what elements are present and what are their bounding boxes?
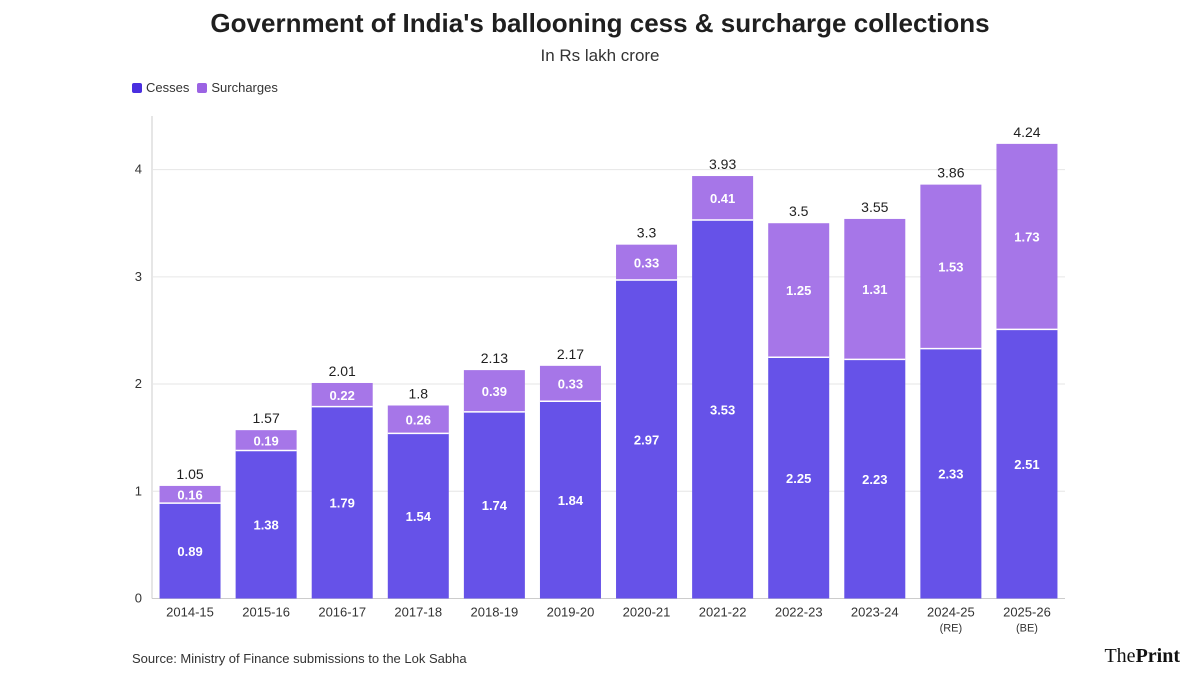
x-tick-label: 2017-18 (394, 605, 442, 620)
y-tick-label: 3 (135, 269, 142, 284)
bar-cesses (692, 220, 754, 599)
data-label-surcharges: 0.41 (710, 191, 735, 206)
legend-swatch-cesses (132, 82, 142, 93)
x-tick-label: 2018-19 (471, 605, 519, 620)
data-label-total: 1.57 (253, 410, 280, 426)
bar-surcharges (616, 244, 678, 281)
bar-cesses (616, 280, 678, 599)
data-label-surcharges: 0.19 (253, 433, 278, 448)
data-label-cesses: 2.97 (634, 432, 659, 447)
x-tick-label: 2022-23 (775, 605, 823, 620)
data-label-cesses: 1.54 (406, 509, 432, 524)
data-label-surcharges: 1.53 (938, 260, 963, 275)
x-tick-label: 2020-21 (623, 605, 671, 620)
y-tick-label: 1 (135, 483, 142, 498)
chart-title: Government of India's ballooning cess & … (210, 8, 990, 38)
bar-cesses (463, 411, 525, 599)
x-tick-label: 2015-16 (242, 605, 290, 620)
bar-surcharges (235, 430, 297, 451)
x-tick-label: 2025-26 (1003, 605, 1051, 620)
source-note: Source: Ministry of Finance submissions … (132, 651, 467, 666)
data-label-surcharges: 0.33 (558, 377, 583, 392)
bar-cesses (387, 433, 449, 599)
data-label-cesses: 2.33 (938, 467, 963, 482)
bar-surcharges (996, 143, 1058, 330)
data-label-cesses: 1.38 (253, 518, 278, 533)
data-label-total: 3.5 (789, 203, 809, 219)
y-tick-label: 4 (135, 162, 142, 177)
x-tick-label: 2024-25 (927, 605, 975, 620)
x-tick-sublabel: (BE) (1016, 623, 1038, 635)
data-label-cesses: 0.89 (177, 544, 202, 559)
x-tick-label: 2023-24 (851, 605, 899, 620)
bar-surcharges (844, 218, 906, 360)
bar-cesses (539, 401, 601, 599)
bar-cesses (159, 503, 221, 599)
data-label-total: 2.01 (329, 363, 356, 379)
legend-item-cesses: Cesses (132, 80, 189, 95)
bar-cesses (235, 450, 297, 599)
data-label-cesses: 1.84 (558, 493, 584, 508)
x-tick-label: 2021-22 (699, 605, 747, 620)
bar-surcharges (539, 365, 601, 402)
data-label-cesses: 2.51 (1014, 457, 1039, 472)
bar-cesses (844, 359, 906, 599)
data-label-total: 3.93 (709, 156, 736, 172)
bar-surcharges (311, 382, 373, 407)
data-label-surcharges: 0.39 (482, 384, 507, 399)
x-tick-label: 2014-15 (166, 605, 214, 620)
brand-logo: ThePrint (1104, 645, 1180, 668)
data-label-cesses: 2.25 (786, 471, 811, 486)
y-tick-label: 0 (135, 591, 142, 606)
data-label-cesses: 1.74 (482, 498, 508, 513)
data-label-cesses: 1.79 (330, 496, 355, 511)
data-label-total: 4.24 (1013, 124, 1040, 140)
chart-legend: Cesses Surcharges (132, 80, 278, 95)
data-label-surcharges: 1.31 (862, 282, 887, 297)
data-label-total: 2.13 (481, 350, 508, 366)
data-label-cesses: 3.53 (710, 402, 735, 417)
legend-swatch-surcharges (197, 82, 208, 93)
data-label-surcharges: 1.73 (1014, 230, 1039, 245)
brand-logo-prefix: The (1104, 645, 1136, 667)
data-label-cesses: 2.23 (862, 472, 887, 487)
data-label-total: 3.86 (937, 165, 964, 181)
bar-cesses (311, 406, 373, 599)
data-label-total: 1.8 (409, 386, 429, 402)
legend-item-surcharges: Surcharges (197, 80, 278, 95)
data-label-total: 2.17 (557, 346, 584, 362)
data-label-surcharges: 0.26 (406, 412, 431, 427)
bar-cesses (996, 329, 1058, 599)
bar-surcharges (463, 370, 525, 412)
data-label-total: 1.05 (176, 466, 203, 482)
y-tick-label: 2 (135, 376, 142, 391)
x-tick-sublabel: (RE) (940, 623, 963, 635)
bar-cesses (920, 348, 982, 599)
legend-label-cesses: Cesses (146, 80, 190, 95)
data-label-surcharges: 0.22 (330, 388, 355, 403)
x-tick-label: 2019-20 (547, 605, 595, 620)
bar-surcharges (387, 405, 449, 434)
chart-subtitle: In Rs lakh crore (540, 46, 660, 65)
brand-logo-name: Print (1135, 645, 1180, 667)
bar-surcharges (920, 184, 982, 349)
data-label-surcharges: 0.33 (634, 255, 659, 270)
legend-label-surcharges: Surcharges (211, 80, 278, 95)
data-label-surcharges: 1.25 (786, 283, 811, 298)
bar-surcharges (768, 223, 830, 358)
bar-surcharges (692, 176, 754, 221)
x-tick-label: 2016-17 (318, 605, 366, 620)
bar-surcharges (159, 485, 221, 504)
data-label-surcharges: 0.16 (177, 487, 202, 502)
data-label-total: 3.55 (861, 199, 888, 215)
bar-cesses (768, 357, 830, 599)
data-label-total: 3.3 (637, 225, 657, 241)
